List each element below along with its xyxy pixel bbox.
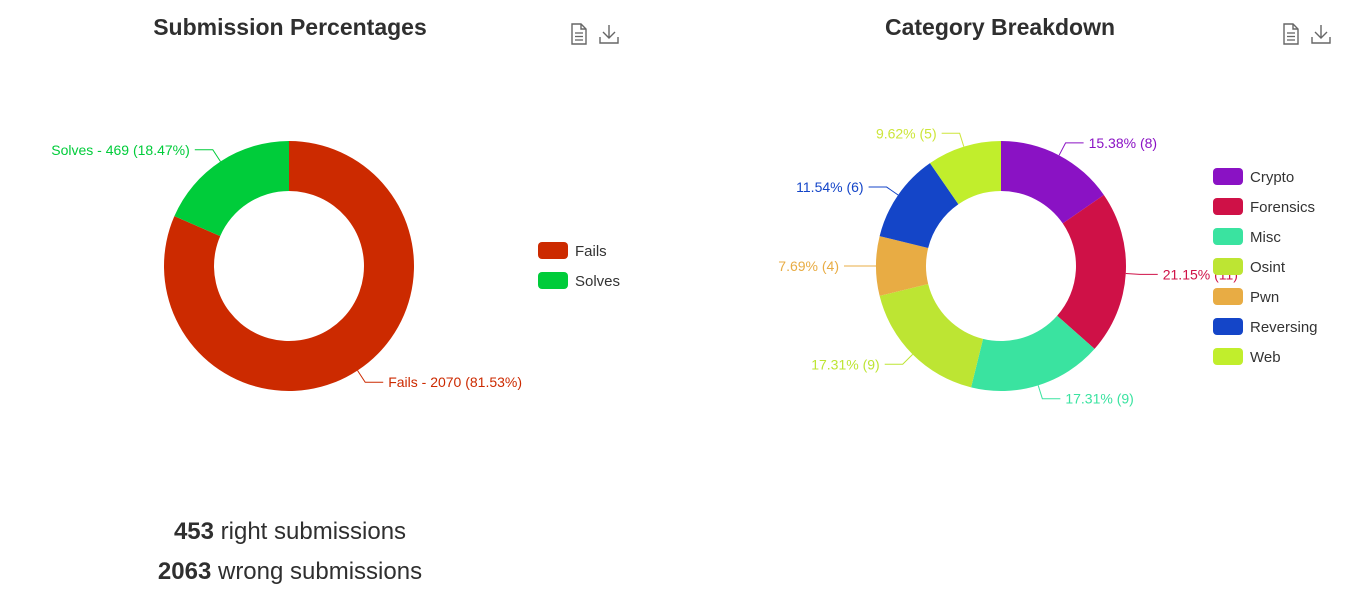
legend-label: Solves xyxy=(575,273,620,290)
chart-title: Submission Percentages xyxy=(153,14,427,40)
label-line-crypto xyxy=(1058,142,1084,156)
label-line-reversing xyxy=(868,186,899,196)
right-label: right submissions xyxy=(220,518,407,545)
legend-swatch xyxy=(1213,318,1243,335)
label-line-solves xyxy=(194,149,221,162)
legend-item-forensics[interactable]: Forensics xyxy=(1213,198,1315,216)
legend-item-fails[interactable]: Fails xyxy=(538,242,607,260)
data-label-reversing: 11.54% (6) xyxy=(796,179,863,195)
slice-reversing[interactable] xyxy=(879,163,959,249)
legend-swatch xyxy=(1213,228,1243,245)
legend-label: Pwn xyxy=(1250,289,1279,306)
data-label-crypto: 15.38% (8) xyxy=(1089,135,1157,151)
legend-item-pwn[interactable]: Pwn xyxy=(1213,288,1279,306)
legend-label: Web xyxy=(1250,349,1281,366)
slice-solves[interactable] xyxy=(174,141,289,237)
label-line-misc xyxy=(1037,385,1061,400)
slice-forensics[interactable] xyxy=(1057,194,1126,349)
legend-item-web[interactable]: Web xyxy=(1213,348,1281,366)
legend-item-crypto[interactable]: Crypto xyxy=(1213,168,1294,186)
submission-summary: 453 right submissions 2063 wrong submiss… xyxy=(0,512,580,592)
wrong-label: wrong submissions xyxy=(217,558,423,585)
legend-swatch xyxy=(1213,288,1243,305)
label-line-web xyxy=(941,132,965,147)
legend-swatch xyxy=(538,242,568,259)
wrong-submissions-line: 2063 wrong submissions xyxy=(0,552,580,592)
label-line-fails xyxy=(357,370,384,383)
document-icon[interactable] xyxy=(568,22,590,46)
slice-web[interactable] xyxy=(929,141,1001,205)
slice-crypto[interactable] xyxy=(1001,141,1104,224)
slice-fails[interactable] xyxy=(163,141,414,391)
submission-percentages-panel: Submission Percentages Fails - 2070 (81.… xyxy=(0,0,680,605)
slice-pwn[interactable] xyxy=(876,236,929,296)
slice-misc[interactable] xyxy=(971,315,1095,392)
legend-item-osint[interactable]: Osint xyxy=(1213,258,1286,276)
download-icon[interactable] xyxy=(1310,22,1332,46)
legend-label: Osint xyxy=(1250,259,1286,276)
submission-donut-chart: Fails - 2070 (81.53%) Solves - 469 (18.47… xyxy=(51,141,620,391)
data-label-fails: Fails - 2070 (81.53%) xyxy=(388,374,522,390)
legend-item-reversing[interactable]: Reversing xyxy=(1213,318,1318,336)
right-submissions-line: 453 right submissions xyxy=(0,512,580,552)
legend-swatch xyxy=(1213,168,1243,185)
legend-label: Misc xyxy=(1250,229,1281,246)
legend-swatch xyxy=(538,272,568,289)
data-label-web: 9.62% (5) xyxy=(876,125,937,141)
data-label-misc: 17.31% (9) xyxy=(1065,391,1133,407)
legend-label: Fails xyxy=(575,243,607,260)
data-label-pwn: 7.69% (4) xyxy=(778,258,839,274)
category-donut-chart: 15.38% (8)21.15% (11)17.31% (9)17.31% (9… xyxy=(778,125,1318,407)
category-breakdown-panel: Category Breakdown 15.38% (8) 21.15% (11)… xyxy=(680,0,1363,605)
right-count: 453 xyxy=(173,518,214,545)
legend-item-misc[interactable]: Misc xyxy=(1213,228,1281,246)
data-label-solves: Solves - 469 (18.47%) xyxy=(51,142,190,158)
legend-label: Forensics xyxy=(1250,199,1315,216)
data-label-osint: 17.31% (9) xyxy=(811,356,879,372)
legend-item-solves[interactable]: Solves xyxy=(538,272,620,290)
label-line-forensics xyxy=(1125,273,1158,275)
chart-title: Category Breakdown xyxy=(884,14,1116,40)
label-line-osint xyxy=(884,354,913,365)
legend-swatch xyxy=(1213,348,1243,365)
legend-swatch xyxy=(1213,258,1243,275)
legend-swatch xyxy=(1213,198,1243,215)
document-icon[interactable] xyxy=(1280,22,1302,46)
legend-label: Crypto xyxy=(1250,169,1294,186)
wrong-count: 2063 xyxy=(157,558,212,585)
slice-osint[interactable] xyxy=(879,283,984,388)
legend-label: Reversing xyxy=(1250,319,1318,336)
download-icon[interactable] xyxy=(598,22,620,46)
